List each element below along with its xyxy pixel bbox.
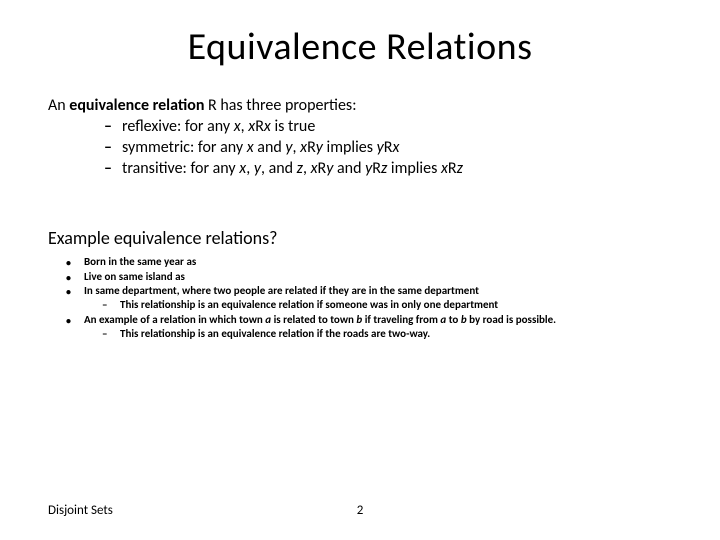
- examples-list: Born in the same year as Live on same is…: [66, 255, 672, 341]
- example-item: In same department, where two people are…: [66, 284, 672, 313]
- example-subitem: This relationship is an equivalence rela…: [102, 327, 672, 341]
- prop-transitive: transitive: for any x, y, and z, xRy and…: [104, 159, 672, 180]
- footer-left: Disjoint Sets: [48, 503, 113, 518]
- example-subitem: This relationship is an equivalence rela…: [102, 298, 672, 312]
- prop-symmetric: symmetric: for any x and y, xRy implies …: [104, 138, 672, 159]
- intro-bold: equivalence relation: [69, 96, 204, 115]
- example-item: An example of a relation in which town a…: [66, 313, 672, 342]
- example-sublist: This relationship is an equivalence rela…: [102, 298, 672, 312]
- example-item: Live on same island as: [66, 270, 672, 284]
- example-sublist: This relationship is an equivalence rela…: [102, 327, 672, 341]
- prop-reflexive: reflexive: for any x, xRx is true: [104, 117, 672, 138]
- properties-list: reflexive: for any x, xRx is true symmet…: [104, 117, 672, 179]
- intro-suffix: R has three properties:: [204, 96, 356, 115]
- slide-title: Equivalence Relations: [48, 24, 672, 70]
- slide: Equivalence Relations An equivalence rel…: [0, 0, 720, 540]
- example-item: Born in the same year as: [66, 255, 672, 269]
- example-question: Example equivalence relations?: [48, 227, 672, 249]
- intro-prefix: An: [48, 96, 69, 115]
- page-number: 2: [357, 503, 364, 518]
- intro-line: An equivalence relation R has three prop…: [48, 96, 672, 115]
